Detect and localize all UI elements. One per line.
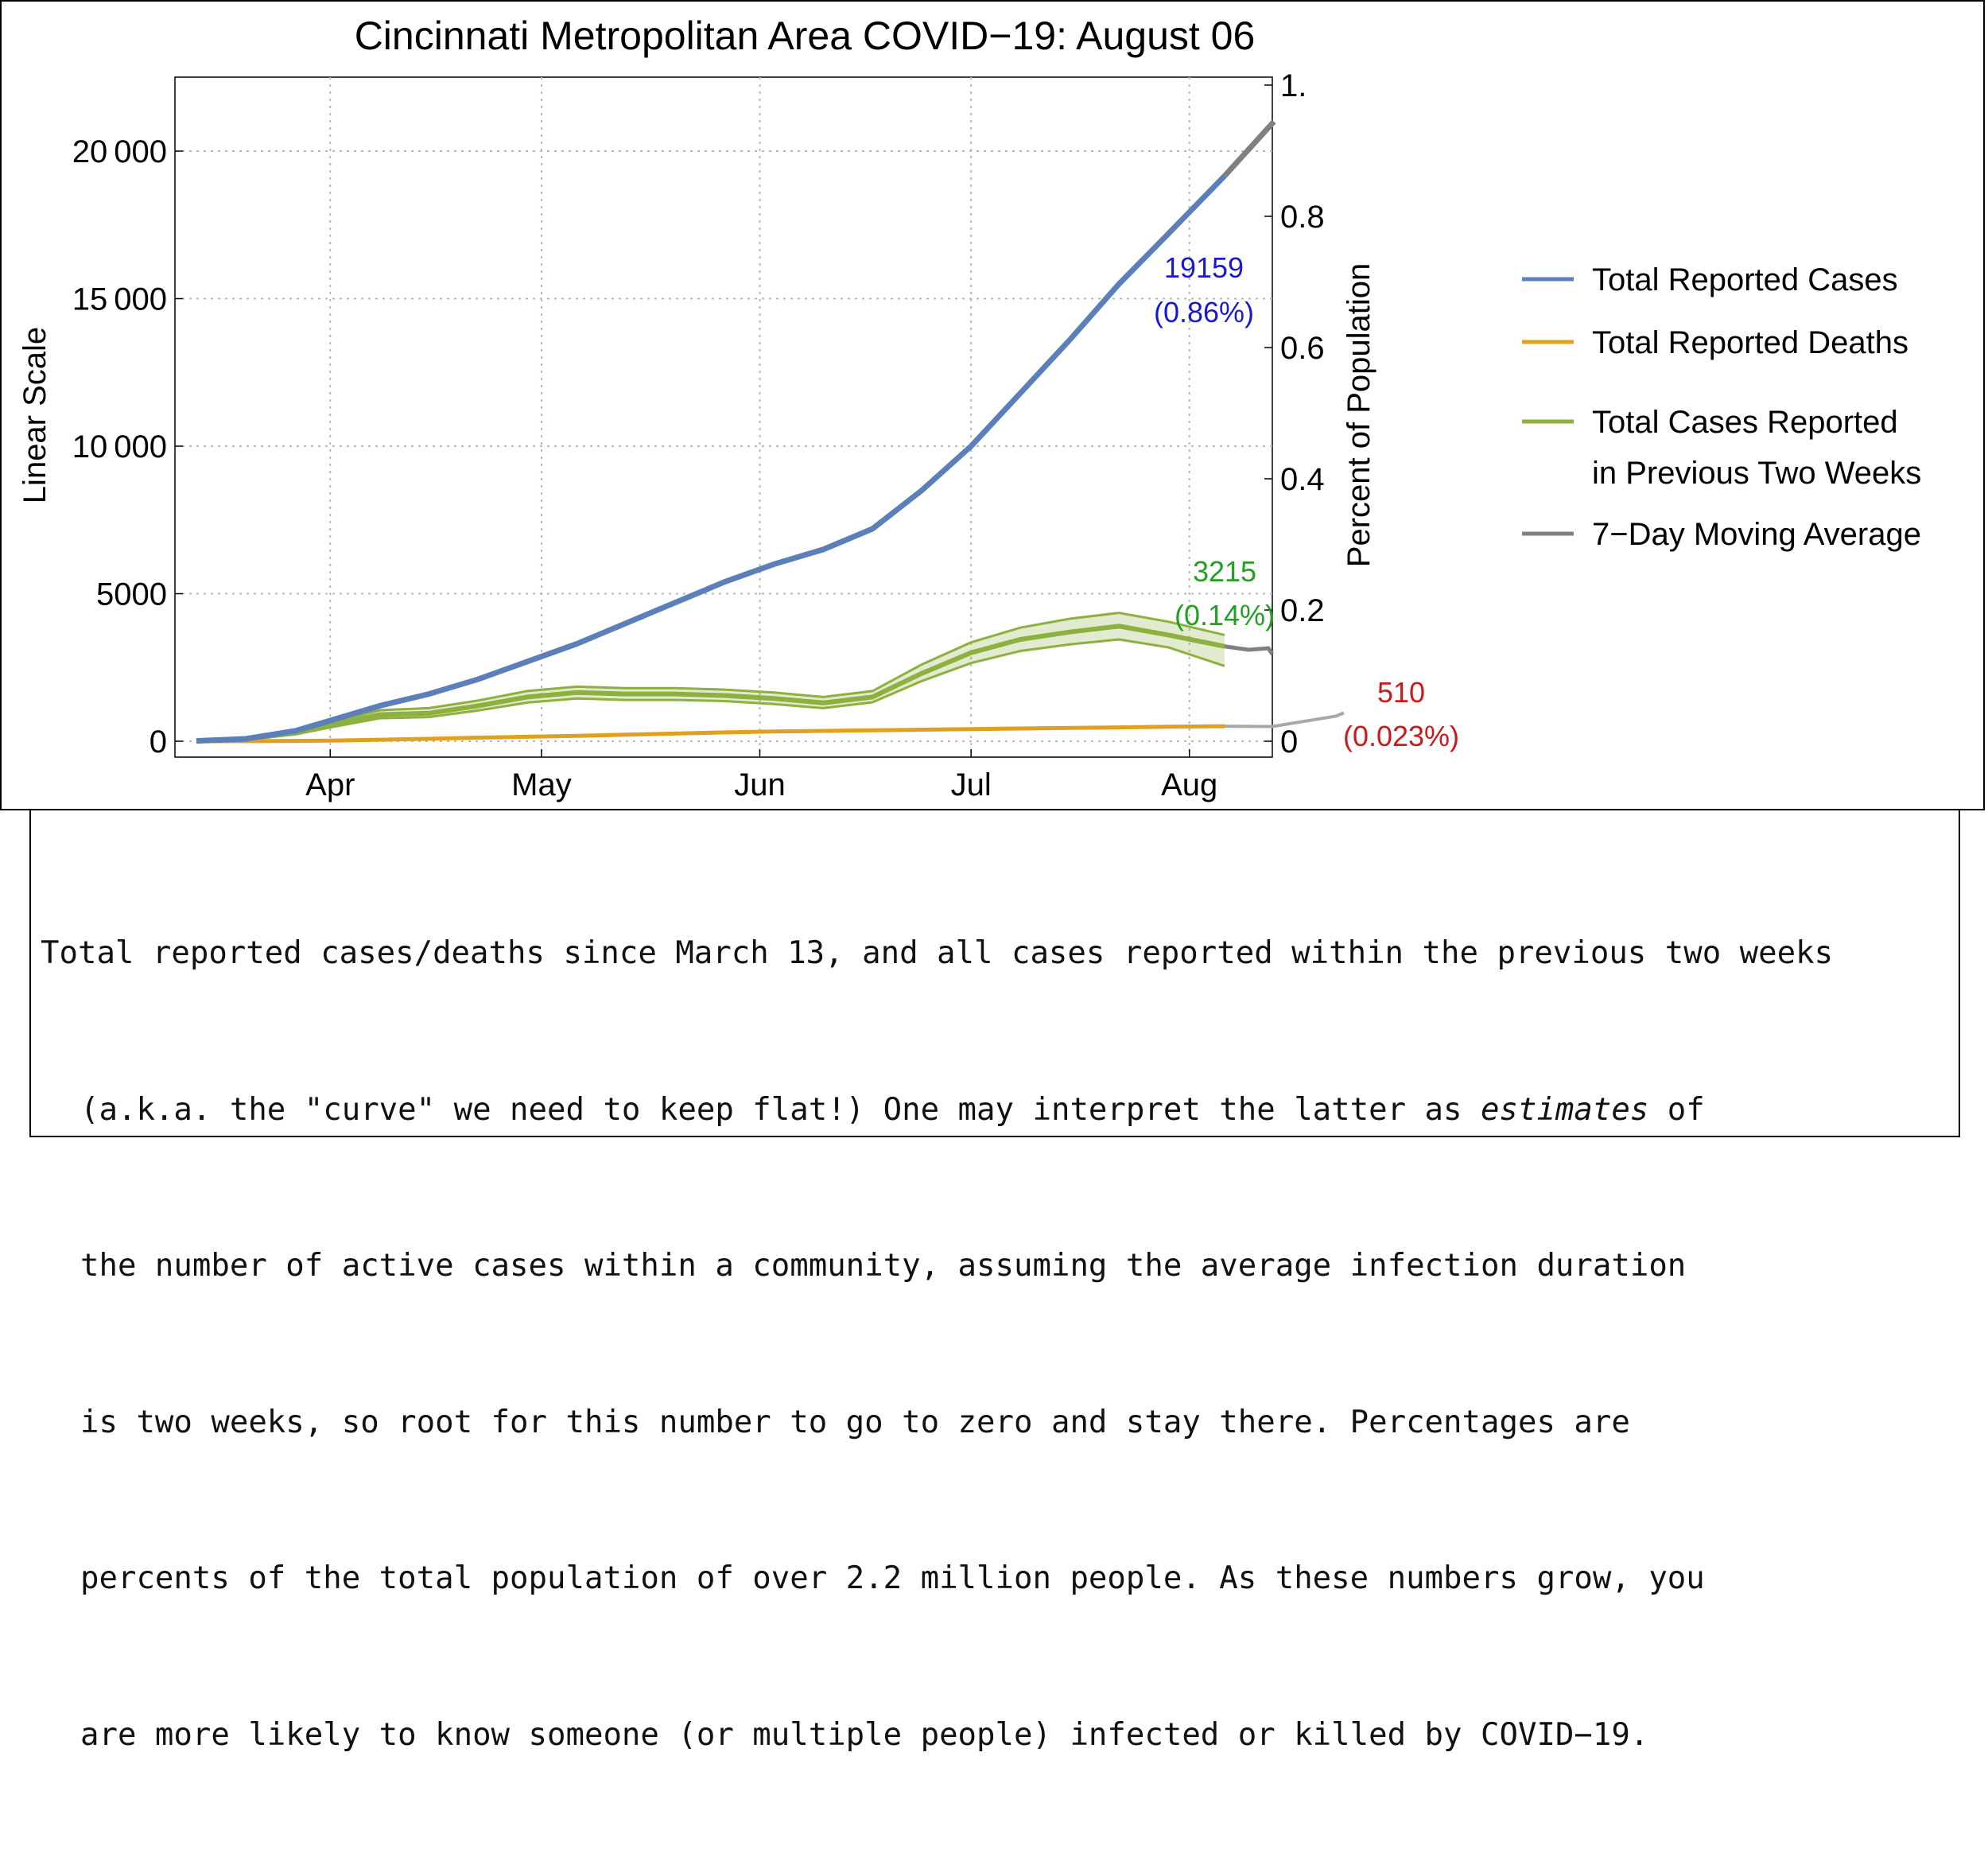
annotation-deaths-percent: (0.023%): [1343, 720, 1459, 752]
y-tick-label: 20 000: [72, 134, 167, 169]
y-right-tick-label: 0.4: [1280, 462, 1325, 497]
legend-label: in Previous Two Weeks: [1592, 456, 1921, 491]
caption-line: are more likely to know someone (or mult…: [80, 1716, 1649, 1753]
covid-chart: Cincinnati Metropolitan Area COVID−19: A…: [17, 14, 1921, 802]
caption-line: percents of the total population of over…: [80, 1560, 1705, 1596]
y-right-tick-label: 0.2: [1280, 593, 1325, 628]
y-tick-label: 5000: [96, 577, 167, 612]
series-moving-average-deaths: [1224, 711, 1345, 729]
caption-text: Total reported cases/deaths since March …: [41, 823, 1957, 1865]
caption-box: Total reported cases/deaths since March …: [29, 810, 1960, 1753]
annotation-cases-value: 19159: [1164, 251, 1244, 284]
series-line-cases: [196, 173, 1227, 744]
caption-emphasis: estimates: [1481, 1091, 1649, 1128]
plot-frame: [174, 76, 1273, 758]
caption-fragment: of: [1648, 1091, 1705, 1128]
y-axis-label-left: Linear Scale: [17, 327, 52, 503]
legend-label: Total Reported Cases: [1592, 262, 1898, 297]
legend-label: 7−Day Moving Average: [1592, 517, 1921, 552]
series-moving-average-cases: [1222, 119, 1276, 178]
caption-line: is two weeks, so root for this number to…: [80, 1404, 1630, 1440]
y-tick-label: 15 000: [72, 282, 167, 317]
y-right-tick-label: 0: [1280, 725, 1298, 760]
series-band-upper-two-weeks: [196, 612, 1225, 742]
series-moving-average-two-weeks: [1224, 644, 1275, 655]
y-right-tick-label: 0.6: [1280, 331, 1325, 366]
legend: Total Reported Cases Total Reported Death…: [1522, 262, 1921, 552]
legend-label: Total Cases Reported: [1592, 405, 1898, 440]
legend-label: Total Reported Deaths: [1592, 325, 1908, 360]
chart-title: Cincinnati Metropolitan Area COVID−19: A…: [355, 14, 1256, 58]
y-axis-label-right: Percent of Population: [1342, 263, 1376, 567]
annotation-two-weeks-value: 3215: [1193, 555, 1256, 588]
y-tick-label: 0: [149, 725, 167, 760]
x-tick-label: May: [511, 767, 572, 802]
annotation-cases-percent: (0.86%): [1154, 296, 1254, 328]
caption-fragment: (a.k.a. the "curve" we need to keep flat…: [80, 1091, 1481, 1128]
annotation-two-weeks-percent: (0.14%): [1175, 599, 1275, 631]
caption-line: (a.k.a. the "curve" we need to keep flat…: [41, 1084, 1957, 1136]
x-tick-label: Jun: [734, 767, 786, 802]
series-line-deaths: [196, 724, 1225, 744]
caption-line: the number of active cases within a comm…: [80, 1248, 1687, 1284]
annotation-deaths-value: 510: [1377, 676, 1425, 709]
y-tick-label: 10 000: [72, 429, 167, 464]
y-right-tick-label: 1.: [1280, 68, 1307, 103]
x-tick-label: Jul: [951, 767, 992, 802]
chart-frame: Cincinnati Metropolitan Area COVID−19: A…: [0, 0, 1985, 810]
caption-line: Total reported cases/deaths since March …: [41, 935, 1834, 971]
x-tick-label: Aug: [1161, 767, 1217, 802]
x-tick-label: Apr: [305, 767, 355, 802]
series-line-two-weeks: [196, 624, 1225, 744]
y-right-tick-label: 0.8: [1280, 200, 1325, 235]
series-band-lower-two-weeks: [196, 638, 1225, 743]
